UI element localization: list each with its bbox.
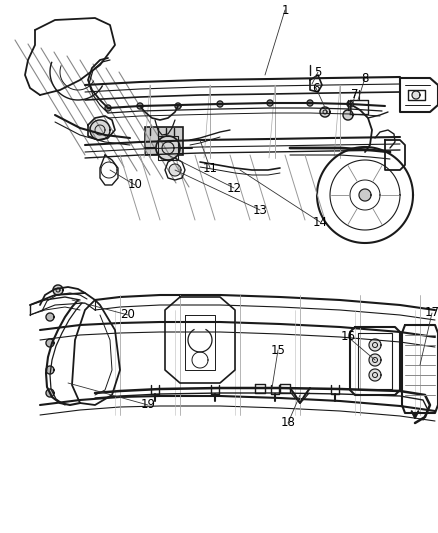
Polygon shape <box>359 189 371 201</box>
Text: 18: 18 <box>281 416 296 430</box>
Polygon shape <box>175 103 181 109</box>
Polygon shape <box>53 285 63 295</box>
Text: 14: 14 <box>312 215 328 229</box>
Polygon shape <box>307 100 313 106</box>
Polygon shape <box>46 389 54 397</box>
Text: 20: 20 <box>120 309 135 321</box>
Text: 13: 13 <box>253 204 268 216</box>
Polygon shape <box>412 91 420 99</box>
Text: 7: 7 <box>351 88 359 101</box>
Text: 16: 16 <box>340 330 356 343</box>
Text: 11: 11 <box>202 161 218 174</box>
Text: 10: 10 <box>127 179 142 191</box>
Polygon shape <box>369 339 381 351</box>
Polygon shape <box>369 369 381 381</box>
Text: 17: 17 <box>424 306 438 319</box>
Text: 15: 15 <box>271 343 286 357</box>
Polygon shape <box>320 107 330 117</box>
Polygon shape <box>267 100 273 106</box>
Polygon shape <box>347 101 353 107</box>
Polygon shape <box>46 313 54 321</box>
Text: 5: 5 <box>314 66 321 78</box>
Polygon shape <box>217 101 223 107</box>
Text: 19: 19 <box>141 399 155 411</box>
Bar <box>145 127 183 155</box>
Polygon shape <box>137 103 143 109</box>
Polygon shape <box>156 136 180 160</box>
Polygon shape <box>46 366 54 374</box>
Text: 6: 6 <box>312 82 320 94</box>
Text: 12: 12 <box>226 182 241 195</box>
Polygon shape <box>90 120 110 140</box>
Text: 1: 1 <box>281 4 289 17</box>
Polygon shape <box>46 339 54 347</box>
Text: 8: 8 <box>361 71 369 85</box>
Polygon shape <box>169 164 181 176</box>
Polygon shape <box>369 354 381 366</box>
Polygon shape <box>105 105 111 111</box>
Polygon shape <box>343 110 353 120</box>
